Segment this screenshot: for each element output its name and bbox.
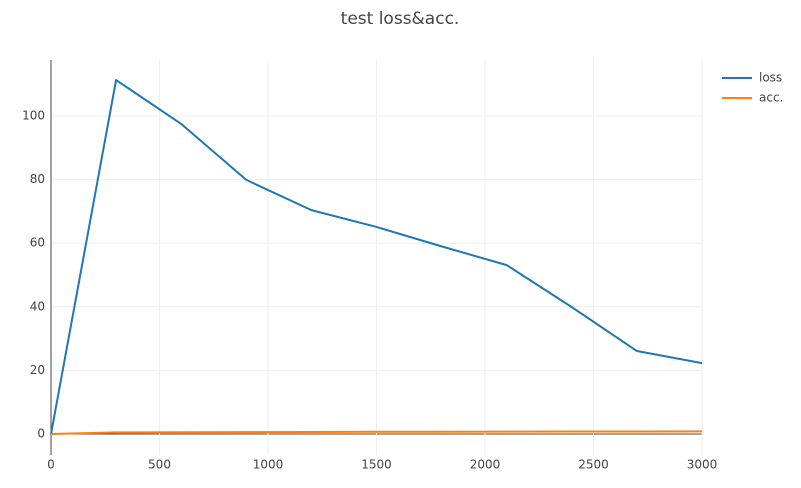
x-tick-label: 1500 [361,458,392,472]
chart-title: test loss&acc. [341,9,460,29]
series-line [50,430,703,436]
legend-label: acc. [759,91,783,105]
series-line [50,79,703,435]
x-tick-label: 500 [148,458,171,472]
x-tick-label: 0 [47,458,55,472]
y-tick-label: 80 [30,172,45,186]
x-tick-label: 2500 [578,458,609,472]
x-tick-label: 3000 [687,458,718,472]
y-tick-label: 60 [30,236,45,250]
y-tick-label: 20 [30,363,45,377]
y-tick-label: 100 [22,108,45,122]
x-tick-label: 2000 [470,458,501,472]
legend-label: loss [759,71,782,85]
y-tick-label: 0 [37,427,45,441]
y-tick-label: 40 [30,299,45,313]
x-tick-label: 1000 [253,458,284,472]
